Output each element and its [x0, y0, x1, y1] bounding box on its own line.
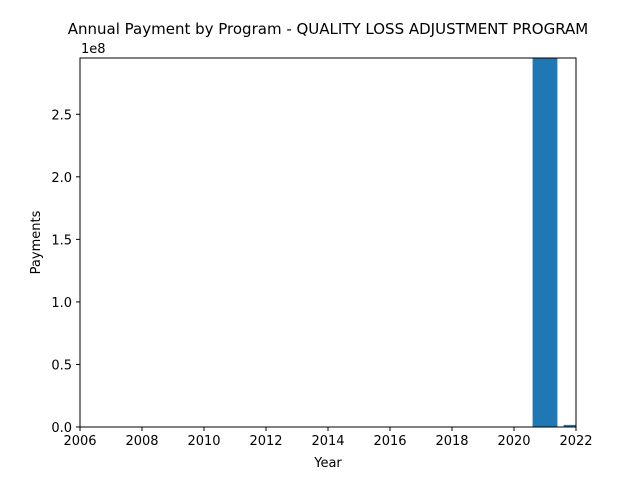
x-axis-title: Year [313, 456, 342, 471]
bar-2021 [532, 58, 558, 427]
bar-2022 [563, 424, 576, 427]
chart-title: Annual Payment by Program - QUALITY LOSS… [68, 20, 589, 38]
plot-frame [79, 57, 577, 428]
y-tick-label-5: 2.5 [51, 108, 72, 123]
y-ticks-layer: 0.0 0.5 1.0 1.5 2.0 2.5 [51, 108, 80, 436]
x-ticks-layer: 2006 2008 2010 2012 2014 2016 2018 2020 2022 [63, 427, 593, 449]
y-tick-label-1: 0.5 [51, 358, 72, 373]
bars-layer [532, 58, 576, 427]
x-tick-label-2006: 2006 [63, 434, 96, 449]
x-tick-label-2012: 2012 [249, 434, 282, 449]
x-tick-label-2014: 2014 [311, 434, 344, 449]
y-axis-title: Payments [29, 210, 44, 274]
x-tick-label-2022: 2022 [559, 434, 592, 449]
x-tick-label-2018: 2018 [435, 434, 468, 449]
y-tick-label-3: 1.5 [51, 233, 72, 248]
x-tick-label-2010: 2010 [187, 434, 220, 449]
y-offset-label: 1e8 [81, 42, 106, 57]
y-tick-label-0: 0.0 [51, 421, 72, 436]
y-tick-label-2: 1.0 [51, 296, 72, 311]
x-tick-label-2016: 2016 [373, 434, 406, 449]
y-tick-label-4: 2.0 [51, 171, 72, 186]
x-tick-label-2020: 2020 [497, 434, 530, 449]
x-tick-label-2008: 2008 [125, 434, 158, 449]
